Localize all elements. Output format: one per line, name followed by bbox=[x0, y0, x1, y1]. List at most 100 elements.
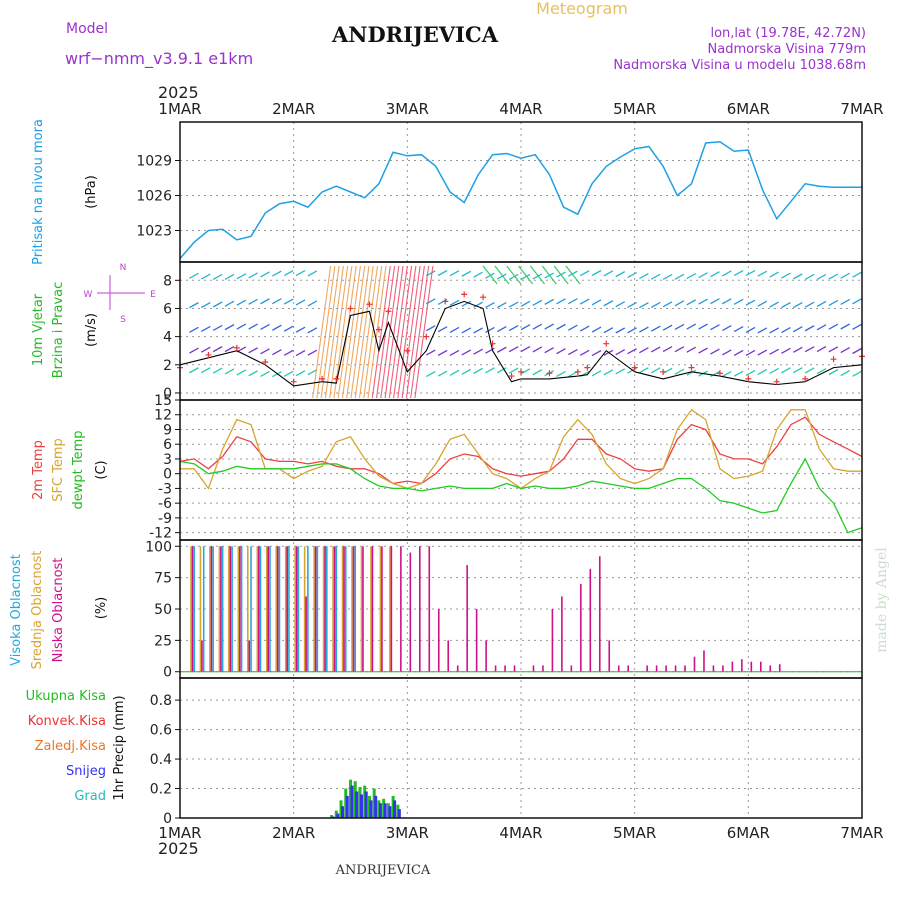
wind-barb bbox=[260, 370, 270, 378]
wind-barb bbox=[212, 301, 223, 308]
wind-barb bbox=[200, 273, 211, 280]
wind-barb bbox=[425, 349, 436, 356]
wind-barb bbox=[627, 272, 637, 279]
lonlat-label: lon,lat (19.78E, 42.72N) bbox=[710, 26, 866, 41]
wind-barb bbox=[307, 327, 318, 334]
wind-barb bbox=[437, 326, 448, 333]
wind-barb-strong bbox=[316, 265, 336, 399]
wind-barb bbox=[698, 272, 708, 279]
grid-layer bbox=[180, 122, 862, 818]
temperature-ytick-label: 6 bbox=[163, 437, 172, 453]
wind-barb bbox=[260, 323, 270, 331]
pressure-line bbox=[179, 141, 862, 259]
wind-barb bbox=[745, 270, 756, 277]
time-tick-label-bottom: 6MAR bbox=[727, 824, 770, 842]
wind-barb bbox=[283, 270, 294, 277]
precip-ytick-label: 0.4 bbox=[150, 752, 172, 768]
wind-barb bbox=[508, 301, 519, 308]
marks-layer bbox=[177, 141, 865, 818]
wind-barb bbox=[639, 326, 649, 333]
gust-point bbox=[518, 368, 524, 375]
wind-barb bbox=[804, 367, 815, 374]
wind-barb bbox=[686, 299, 697, 306]
wind-barb bbox=[473, 367, 483, 374]
wind-barb bbox=[627, 301, 637, 308]
time-tick-label-top: 5MAR bbox=[613, 100, 656, 118]
gust-point bbox=[423, 333, 430, 340]
wind-barb-north bbox=[494, 265, 510, 285]
wind-barb bbox=[828, 323, 839, 330]
time-tick-label-top: 1MAR bbox=[158, 100, 201, 118]
wind-barb bbox=[769, 348, 779, 355]
wind-barb bbox=[710, 348, 720, 355]
time-tick-label-bottom: 1MAR bbox=[158, 824, 201, 842]
wind-barb bbox=[556, 348, 566, 355]
conv-precip-bar bbox=[355, 791, 359, 818]
wind-barb bbox=[568, 349, 578, 356]
mid-cloud-label: Srednja Oblacnost bbox=[30, 551, 45, 670]
wind-barb bbox=[248, 272, 258, 279]
wind-barb bbox=[485, 367, 495, 374]
temperature-ytick-label: 9 bbox=[163, 422, 172, 438]
wind-barb bbox=[461, 300, 472, 307]
wind-barb bbox=[556, 323, 566, 330]
gust-point bbox=[489, 340, 496, 347]
elevation-label: Nadmorska Visina 779m bbox=[708, 42, 867, 57]
precip-ytick-label: 0.8 bbox=[150, 693, 172, 709]
wind-barb bbox=[485, 302, 495, 309]
wind-barb bbox=[224, 300, 235, 307]
wind-barb-strong bbox=[401, 265, 421, 399]
wind-barb bbox=[804, 325, 815, 332]
wind-barb bbox=[200, 367, 211, 374]
wind-barb bbox=[615, 368, 626, 375]
wind-barb bbox=[212, 367, 223, 374]
wind-barb bbox=[473, 348, 483, 355]
wind-barb bbox=[189, 326, 199, 333]
wind-barb bbox=[473, 271, 483, 278]
year-top: 2025 bbox=[158, 83, 199, 102]
temperature-ytick-label: 3 bbox=[163, 452, 172, 468]
wind-barb bbox=[544, 323, 554, 330]
wind-barb bbox=[840, 346, 851, 354]
wind-barb-strong bbox=[393, 265, 413, 399]
wind-barb-strong bbox=[384, 265, 404, 399]
axis-layer: 1MAR 1MAR 2MAR 2MAR 3MAR 3MAR 4MAR 4MAR 5MAR 5MAR… bbox=[136, 100, 883, 842]
wind-barb bbox=[686, 369, 697, 376]
legend-snijeg: Snijeg bbox=[66, 764, 106, 779]
wind-barb bbox=[520, 273, 531, 280]
wind-barb bbox=[733, 370, 744, 377]
wind-barb bbox=[200, 301, 211, 309]
gust-point bbox=[688, 364, 695, 371]
gust-point bbox=[461, 291, 468, 298]
gust-point bbox=[480, 294, 487, 301]
gust-point bbox=[716, 370, 723, 377]
conv-precip-bar bbox=[336, 813, 340, 818]
sfc-temp-label: SFC Temp bbox=[51, 438, 66, 502]
wind-barb bbox=[721, 270, 732, 277]
wind-barb bbox=[236, 273, 247, 280]
wind-barb bbox=[781, 301, 791, 309]
wind-barb bbox=[568, 324, 578, 331]
wind-barb bbox=[224, 273, 235, 280]
wind-barb bbox=[224, 368, 235, 375]
wind-barb bbox=[212, 324, 223, 332]
wind-barb bbox=[236, 369, 247, 376]
wind-barb bbox=[272, 298, 282, 305]
page-title: ANDRIJEVICA bbox=[331, 22, 499, 47]
wind-barb bbox=[260, 348, 270, 355]
wind-barb bbox=[733, 349, 744, 357]
legend-zaledj-kisa: Zaledj.Kisa bbox=[35, 739, 106, 754]
wind-barb bbox=[497, 273, 507, 280]
wind-barb bbox=[189, 347, 199, 354]
wind-barb bbox=[295, 326, 306, 333]
time-tick-label-bottom: 4MAR bbox=[499, 824, 542, 842]
wind-barb bbox=[307, 369, 318, 376]
wind-barb bbox=[508, 325, 519, 332]
wind-barb bbox=[497, 326, 507, 333]
wind-labels: 10m Vjetar Brzina i Pravac (m/s) N W E S bbox=[31, 263, 156, 378]
wind-barb bbox=[721, 349, 732, 356]
wind-barb bbox=[307, 270, 318, 277]
conv-precip-bar bbox=[397, 809, 401, 818]
conv-precip-bar bbox=[359, 794, 363, 818]
